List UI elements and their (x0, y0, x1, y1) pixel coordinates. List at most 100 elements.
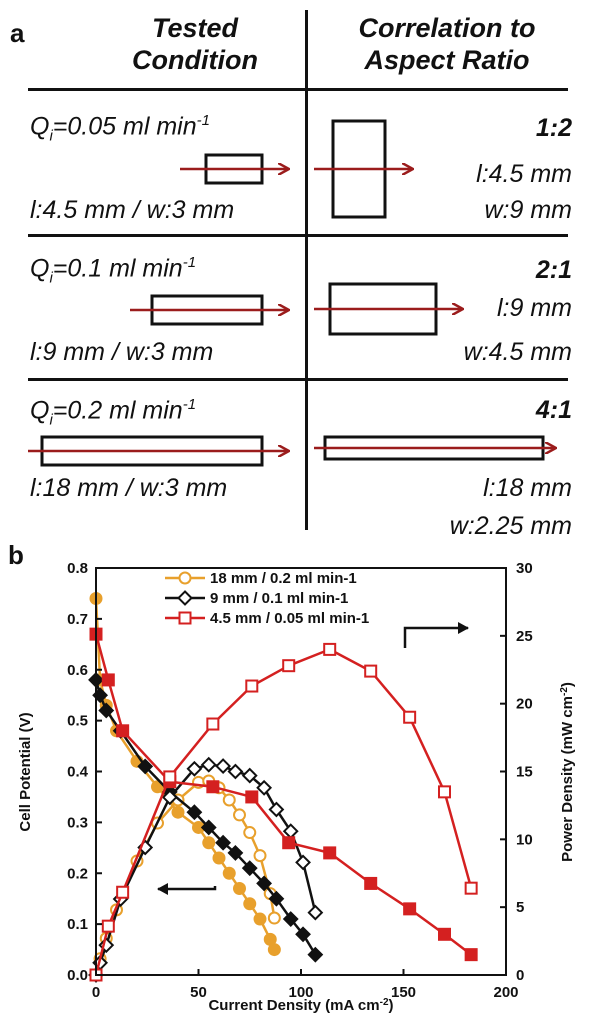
x-tick-label: 100 (288, 984, 313, 1001)
y-tick-label: 0.8 (67, 560, 88, 577)
power-point (245, 679, 259, 693)
series-2 (89, 627, 478, 982)
y-tick-label: 0.3 (67, 814, 88, 831)
power-point (161, 789, 178, 806)
row3-dimensions: l:18 mm / w:3 mm (30, 474, 228, 502)
divider-row-0 (28, 88, 568, 91)
power-point (163, 770, 177, 784)
header-right-line2: Aspect Ratio (364, 45, 530, 75)
row1-ratio-length: l:4.5 mm (476, 160, 572, 188)
potential-point (116, 724, 130, 738)
x-tick-label: 200 (493, 984, 518, 1001)
power-line (94, 763, 317, 976)
power-point (464, 881, 478, 895)
row2-ratio-width: w:4.5 mm (463, 338, 572, 366)
x-tick-label: 0 (92, 984, 100, 1001)
power-point (243, 826, 257, 840)
y-tick-label: 0.1 (67, 916, 88, 933)
y2-tick-label: 20 (516, 696, 533, 713)
header-correlation: Correlation to Aspect Ratio (312, 12, 582, 76)
potential-point (137, 758, 154, 775)
potential-point (364, 876, 378, 890)
row1-ratio-width: w:9 mm (484, 196, 573, 224)
legend: 18 mm / 0.2 ml min-1 9 mm / 0.1 ml min-1 4… (165, 570, 369, 627)
y-tick-label: 0.2 (67, 865, 88, 882)
potential-point (268, 890, 285, 907)
y2-tick-label: 30 (516, 560, 533, 577)
power-point (403, 710, 417, 724)
power-point (101, 919, 115, 933)
potential-point (202, 836, 216, 850)
y2-tick-label: 0 (516, 967, 524, 984)
potential-point (403, 902, 417, 916)
power-point (253, 849, 267, 863)
y-tick-label: 0.4 (67, 764, 89, 781)
y-tick-label: 0.7 (67, 611, 88, 628)
series-1 (88, 672, 324, 983)
y-axis-label: Cell Potential (V) (17, 712, 34, 831)
potential-point (438, 927, 451, 941)
row2-ratio: 2:1 (535, 256, 572, 284)
panel-b-label: b (8, 540, 24, 570)
power-polarization-chart: 0 50 100 150 200 0.0 0.1 0.2 0.3 0.4 0.5 0.6 0.7 0.8 0… (17, 560, 577, 1014)
potential-point (323, 846, 337, 860)
potential-point (282, 911, 299, 927)
potential-point (245, 790, 259, 804)
divider-row-1 (28, 234, 568, 237)
potential-point (243, 897, 257, 911)
row2-flow-rate: Qi=0.1 ml min-1 (30, 254, 197, 287)
header-left-line1: Tested (151, 13, 239, 43)
row3-ratio-width: w:2.25 mm (449, 512, 572, 540)
potential-point (256, 875, 273, 892)
potential-point (206, 780, 220, 794)
legend-label: 9 mm / 0.1 ml min-1 (210, 590, 348, 607)
header-tested-condition: Tested Condition (95, 12, 295, 76)
legend-label: 18 mm / 0.2 ml min-1 (210, 570, 357, 587)
power-point (268, 801, 285, 818)
series-0 (89, 592, 281, 982)
potential-point (282, 836, 296, 850)
vertical-divider (305, 10, 308, 530)
header-right-line1: Correlation to (358, 13, 536, 43)
panel-a-shapes (28, 119, 590, 467)
row1-dimensions: l:4.5 mm / w:3 mm (30, 196, 235, 224)
y-tick-label: 0.5 (67, 713, 88, 730)
power-line (94, 779, 276, 976)
power-point (364, 664, 378, 678)
power-point (200, 756, 217, 773)
power-point (267, 911, 281, 925)
power-point (227, 763, 244, 780)
potential-point (101, 673, 115, 687)
potential-point (233, 882, 246, 896)
power-point (206, 717, 220, 731)
power-point (186, 760, 203, 777)
y2-axis-label: Power Density (mW cm-2) (559, 682, 577, 862)
power-point (323, 642, 337, 656)
y2-tick-label: 25 (516, 628, 533, 645)
y2-tick-label: 15 (516, 764, 533, 781)
divider-row-2 (28, 378, 568, 381)
power-point (241, 767, 258, 784)
power-point (116, 885, 130, 899)
row1-flow-rate: Qi=0.05 ml min-1 (30, 112, 210, 145)
potential-point (241, 860, 258, 877)
row1-ratio: 1:2 (535, 114, 572, 142)
potential-point (212, 851, 226, 865)
header-left-line2: Condition (132, 45, 258, 75)
power-point (295, 854, 311, 871)
potential-point (267, 943, 281, 957)
potential-point (307, 946, 324, 963)
power-point (256, 779, 273, 796)
potential-point (171, 805, 185, 819)
row3-ratio: 4:1 (535, 396, 572, 424)
x-tick-label: 50 (190, 984, 207, 1001)
row2-dimensions: l:9 mm / w:3 mm (30, 338, 214, 366)
power-point (282, 659, 296, 673)
y2-tick-label: 5 (516, 899, 524, 916)
power-line (94, 648, 473, 976)
power-point (307, 904, 324, 921)
potential-point (215, 834, 232, 851)
potential-point (151, 780, 164, 794)
potential-point (464, 948, 478, 962)
power-axis-arrow (403, 622, 469, 648)
